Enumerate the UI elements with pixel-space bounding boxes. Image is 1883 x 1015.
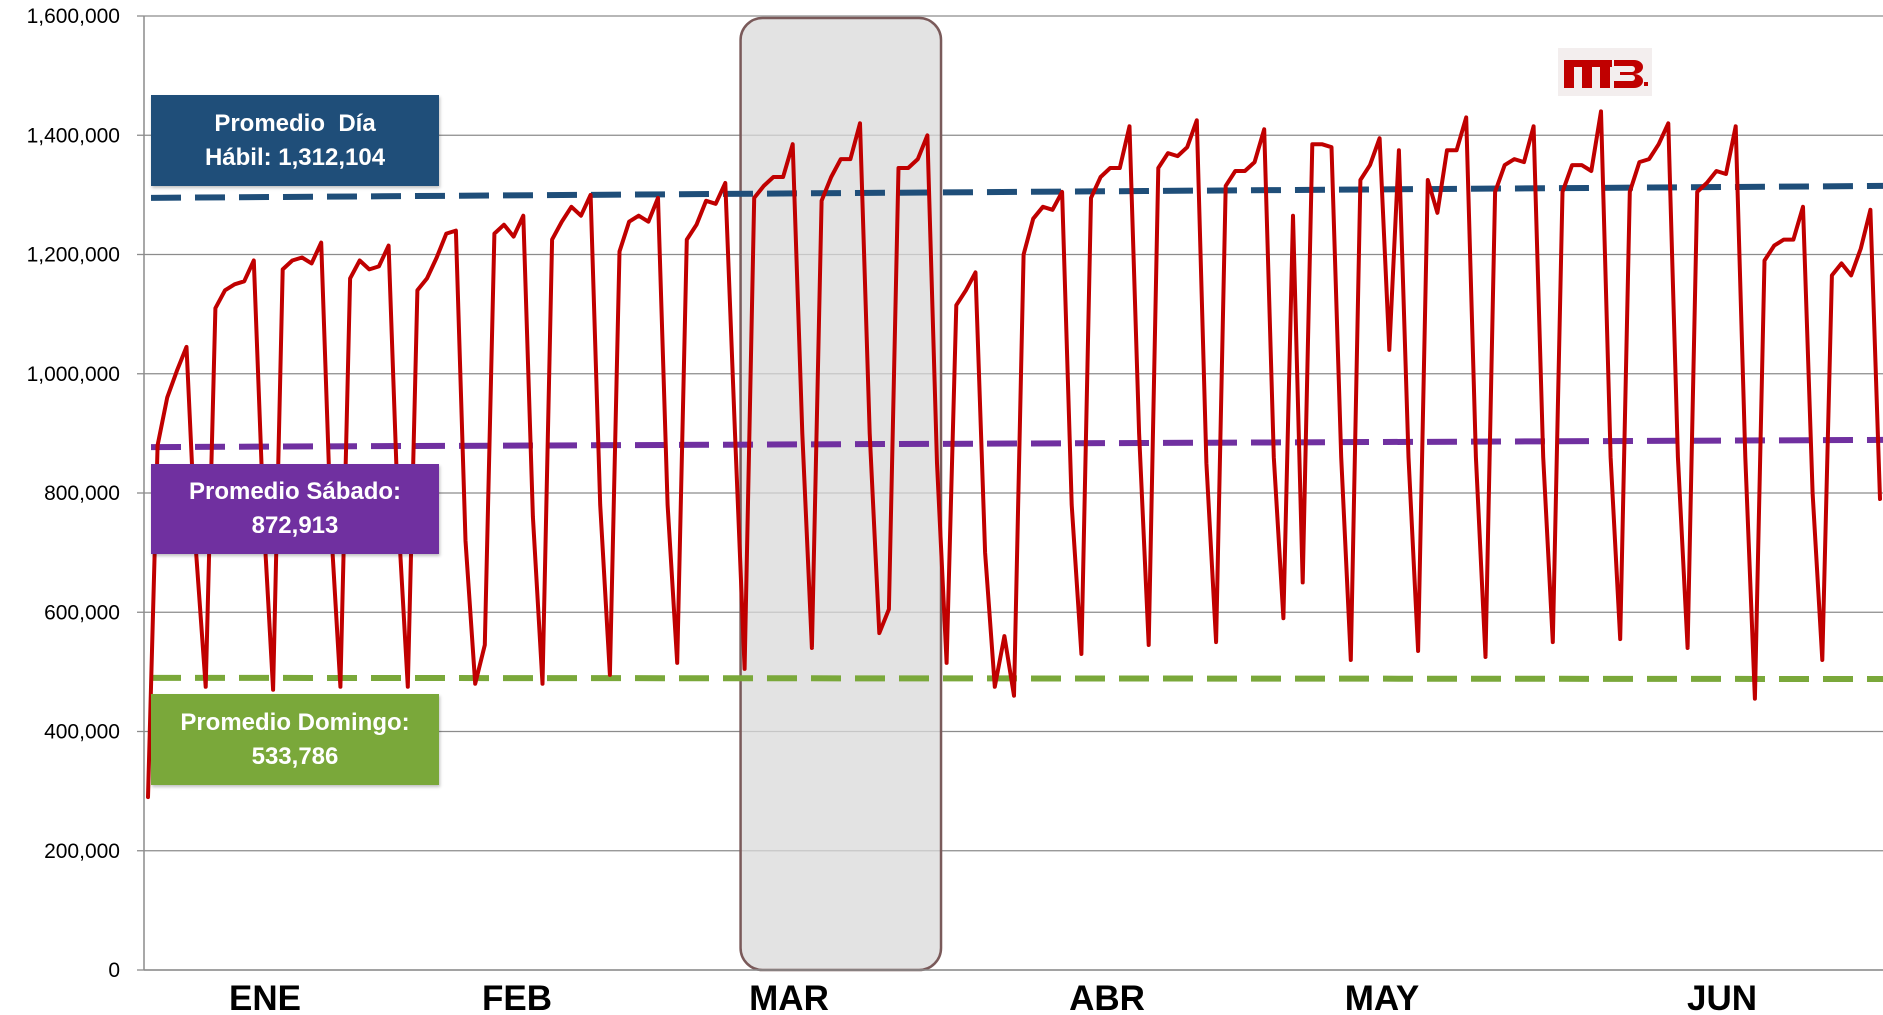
month-label: ENE <box>229 979 301 1015</box>
y-tick-label: 400,000 <box>44 721 120 744</box>
month-label: MAY <box>1345 979 1420 1015</box>
metrobus-logo-icon <box>1558 48 1652 96</box>
y-tick-label: 1,600,000 <box>27 5 120 28</box>
reference-line-habil <box>150 182 1883 201</box>
reference-line-sabado <box>150 436 1883 451</box>
avg-sunday-line2: 533,786 <box>251 742 339 770</box>
x-axis-months: ENE FEB MAR ABR MAY JUN <box>229 979 1757 1015</box>
y-tick-label: 200,000 <box>44 840 120 863</box>
y-tick-label: 600,000 <box>44 601 120 624</box>
avg-weekday-line1: Promedio Día <box>214 109 376 137</box>
reference-line-domingo <box>150 674 1883 683</box>
y-tick-label: 0 <box>108 959 120 982</box>
y-tick-label: 1,000,000 <box>27 363 120 386</box>
y-tick-label: 1,400,000 <box>27 124 120 147</box>
avg-weekday-label: Promedio Día Hábil: 1,312,104 <box>151 95 439 186</box>
avg-weekday-line2: Hábil: 1,312,104 <box>204 143 386 171</box>
avg-saturday-label: Promedio Sábado: 872,913 <box>151 464 439 554</box>
y-tick-label: 800,000 <box>44 482 120 505</box>
month-label: ABR <box>1069 979 1145 1015</box>
avg-sunday-label: Promedio Domingo: 533,786 <box>151 694 439 785</box>
avg-saturday-line2: 872,913 <box>251 512 339 539</box>
reference-lines <box>150 182 1883 683</box>
month-label: MAR <box>749 979 829 1015</box>
series-layer <box>146 109 1882 800</box>
avg-sunday-line1: Promedio Domingo: <box>180 708 410 736</box>
y-tick-label: 1,200,000 <box>27 244 120 267</box>
month-label: JUN <box>1687 979 1757 1015</box>
series-line <box>146 109 1882 800</box>
avg-saturday-line1: Promedio Sábado: <box>188 478 402 505</box>
month-label: FEB <box>482 979 552 1015</box>
y-axis-ticks: 0 200,000 400,000 600,000 800,000 1,000,000 1,… <box>27 5 144 982</box>
